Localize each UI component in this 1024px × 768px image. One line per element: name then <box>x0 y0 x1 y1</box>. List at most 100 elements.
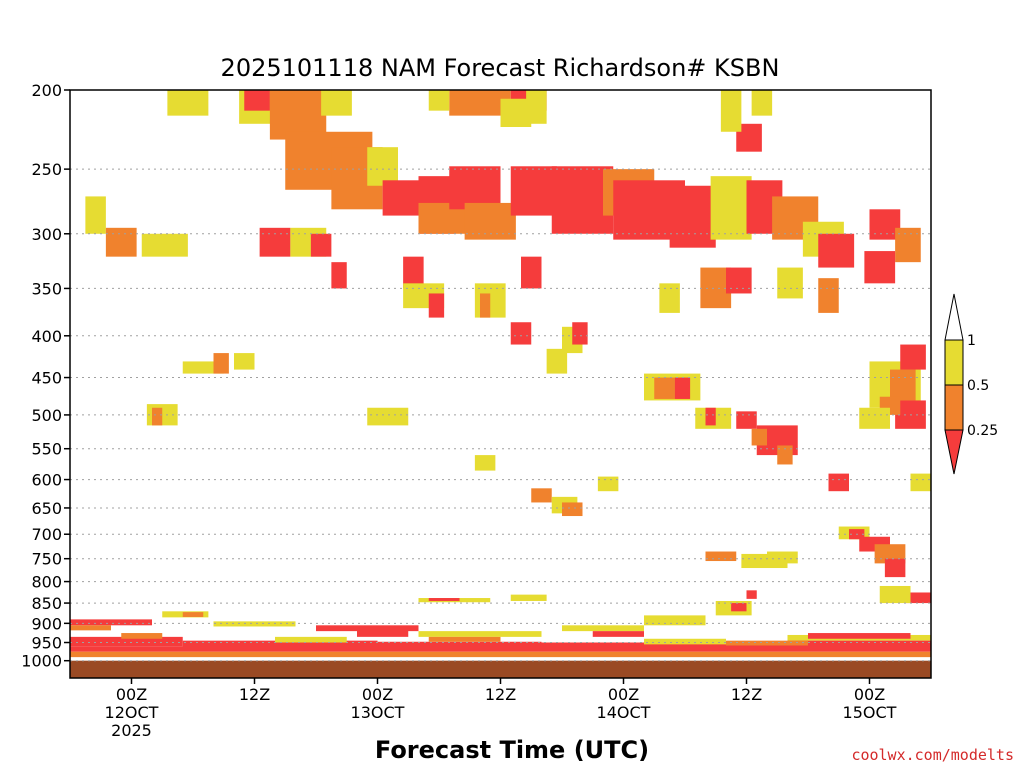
ri-region-7 <box>367 147 398 186</box>
ri-region-95 <box>428 598 460 601</box>
legend-swatch <box>944 384 964 431</box>
ri-region-50 <box>818 278 839 313</box>
ri-region-98 <box>731 603 747 612</box>
ri-region-48 <box>726 267 752 294</box>
ri-region-26 <box>428 90 450 111</box>
ri-region-120 <box>275 636 347 643</box>
y-tick-label: 950 <box>31 634 62 653</box>
ri-region-83 <box>910 473 931 492</box>
ri-region-117 <box>541 642 788 650</box>
ri-region-51 <box>141 233 188 257</box>
ri-region-87 <box>874 544 906 564</box>
y-tick-label: 800 <box>31 573 62 592</box>
ri-region-108 <box>562 625 644 632</box>
ri-region-124 <box>70 651 931 658</box>
ri-region-49 <box>777 267 803 299</box>
x-tick-label: 00Z <box>608 685 639 704</box>
ri-region-17 <box>669 185 716 248</box>
ri-region-61 <box>674 377 691 399</box>
x-tick-label: 12Z <box>485 685 516 704</box>
ri-region-78 <box>597 476 619 492</box>
ri-region-4 <box>321 90 352 116</box>
ri-region-34 <box>85 196 106 234</box>
ri-region-99 <box>746 590 757 599</box>
x-tick-label: 13OCT <box>351 703 405 722</box>
legend-label: 1 <box>967 333 976 349</box>
ri-region-79 <box>531 488 552 503</box>
ri-region-110 <box>592 631 644 637</box>
ri-region-103 <box>70 625 111 631</box>
ri-region-73 <box>736 411 757 429</box>
legend-label: 0.5 <box>967 378 989 394</box>
ri-region-63 <box>890 369 916 401</box>
ri-region-106 <box>357 629 409 637</box>
richardson-regions <box>70 90 931 658</box>
site-credit: coolwx.com/modelts <box>851 746 1014 764</box>
y-tick-label: 700 <box>31 525 62 544</box>
legend-arrow-top <box>944 293 964 341</box>
legend-label: 0.25 <box>967 423 998 439</box>
ri-region-18 <box>710 176 752 240</box>
ri-region-56 <box>234 353 255 370</box>
ri-region-112 <box>808 633 911 639</box>
ri-region-69 <box>152 407 163 426</box>
ri-region-113 <box>70 646 931 652</box>
ri-region-116 <box>377 641 542 649</box>
ri-region-33 <box>864 251 896 284</box>
ri-region-54 <box>572 322 588 345</box>
ri-region-105 <box>316 625 419 632</box>
y-tick-label: 1000 <box>21 652 62 671</box>
ri-region-0 <box>167 90 209 116</box>
ri-region-77 <box>474 455 496 471</box>
x-tick-label: 2025 <box>111 721 152 740</box>
ri-region-123 <box>726 640 808 646</box>
ri-region-52 <box>510 322 532 345</box>
y-tick-label: 200 <box>31 81 62 100</box>
x-tick-label: 14OCT <box>597 703 651 722</box>
ri-region-107 <box>418 631 542 637</box>
y-axis: 200 250 300 350 400 450 500 550 600 650 700 750 800 8… <box>21 81 70 671</box>
x-tick-label: 12Z <box>731 685 762 704</box>
ri-region-35 <box>105 227 137 257</box>
y-tick-label: 600 <box>31 471 62 490</box>
y-tick-label: 750 <box>31 550 62 569</box>
ri-region-109 <box>644 615 706 626</box>
y-tick-label: 350 <box>31 279 62 298</box>
ri-region-58 <box>213 353 229 374</box>
ri-region-11 <box>449 166 501 210</box>
ri-region-88 <box>884 558 906 578</box>
x-tick-label: 00Z <box>854 685 885 704</box>
ri-region-29 <box>720 90 742 132</box>
chart-title: 2025101118 NAM Forecast Richardson# KSBN <box>221 54 780 82</box>
ri-region-39 <box>331 262 347 289</box>
x-tick-label: 00Z <box>116 685 147 704</box>
ri-region-30 <box>751 90 773 116</box>
x-tick-label: 15OCT <box>843 703 897 722</box>
ri-region-60 <box>654 377 675 399</box>
ri-region-55 <box>546 348 568 374</box>
ri-region-114 <box>70 636 183 647</box>
ri-region-118 <box>787 640 931 650</box>
y-tick-label: 550 <box>31 440 62 459</box>
ri-region-32 <box>895 227 921 263</box>
ri-region-13 <box>510 166 557 216</box>
ri-region-67 <box>859 407 890 429</box>
y-tick-label: 850 <box>31 594 62 613</box>
ri-region-96 <box>510 594 547 601</box>
ri-region-76 <box>777 445 793 465</box>
ri-region-2 <box>244 90 270 111</box>
ri-region-92 <box>905 592 931 604</box>
ri-region-3 <box>269 90 327 140</box>
ri-region-121 <box>428 636 501 642</box>
ri-region-122 <box>644 638 726 645</box>
ri-region-115 <box>182 640 378 649</box>
y-tick-label: 400 <box>31 327 62 346</box>
y-tick-label: 300 <box>31 225 62 244</box>
ri-region-36 <box>259 227 291 257</box>
ri-region-42 <box>428 293 445 318</box>
ri-region-104 <box>213 621 296 627</box>
ri-region-40 <box>403 256 424 289</box>
ground-layer <box>70 660 931 678</box>
y-tick-label: 500 <box>31 406 62 425</box>
ri-region-93 <box>879 585 911 604</box>
